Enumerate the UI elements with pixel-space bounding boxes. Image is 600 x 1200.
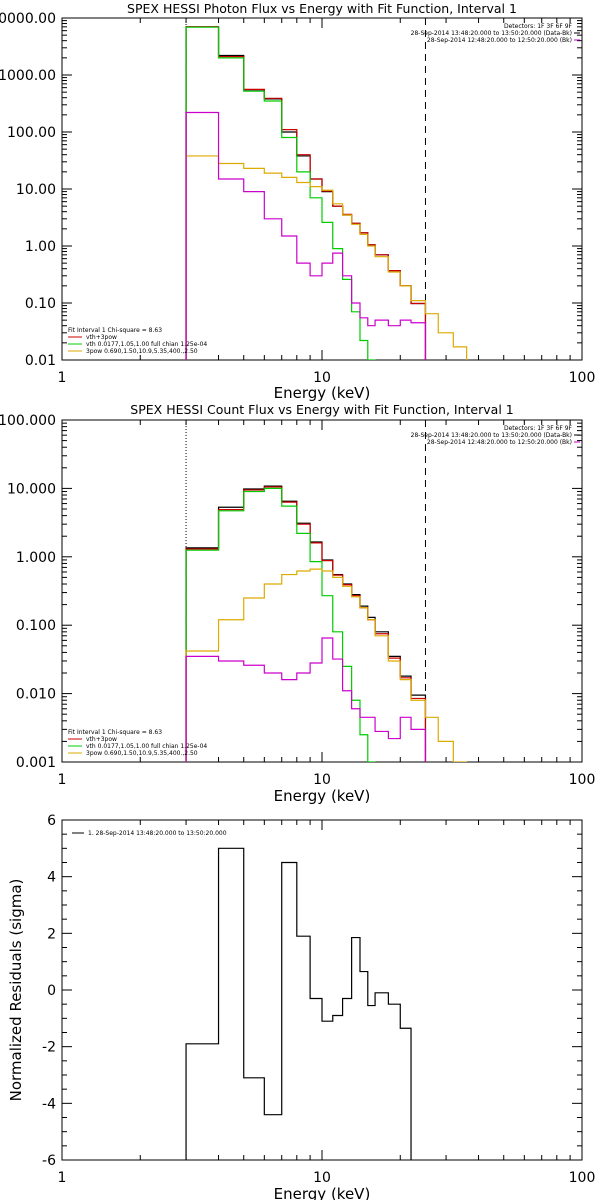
x-axis-label: Energy (keV) bbox=[274, 1185, 371, 1200]
series-line-1 bbox=[185, 26, 427, 360]
y-tick-label: 10.00 bbox=[16, 182, 56, 198]
y-axis-label: Normalized Residuals (sigma) bbox=[7, 879, 25, 1102]
chart-title: SPEX HESSI Count Flux vs Energy with Fit… bbox=[130, 402, 513, 417]
series-line-2 bbox=[185, 26, 427, 360]
plot-frame bbox=[61, 819, 583, 1161]
series-line-5 bbox=[185, 637, 427, 762]
info-line: Detectors: 1F 3F 6F 9F bbox=[504, 425, 573, 432]
series-group bbox=[185, 847, 412, 1160]
y-tick-label: 0.010 bbox=[16, 687, 56, 703]
y-tick-label: 0000.00 bbox=[0, 11, 56, 27]
legend-entry: vth+3pow bbox=[86, 736, 117, 743]
y-tick-label: 0.01 bbox=[25, 353, 56, 369]
legend-entry: vth 0.0177,1.05,1.00 full chian 1.25e-04 bbox=[86, 743, 207, 750]
legend-entry: vth+3pow bbox=[86, 334, 117, 341]
y-tick-label: 100.00 bbox=[7, 125, 56, 141]
y-tick-label: -6 bbox=[42, 1153, 56, 1169]
x-axis-label: Energy (keV) bbox=[274, 384, 371, 402]
x-axis-label: Energy (keV) bbox=[274, 787, 371, 805]
series-line-1 bbox=[185, 847, 412, 1160]
info-line: 28-Sep-2014 13:48:20.000 to 13:50:20.000… bbox=[411, 432, 572, 439]
y-tick-label: -2 bbox=[42, 1040, 56, 1056]
y-tick-label: 4 bbox=[47, 870, 56, 886]
legend-entry: 1. 28-Sep-2014 13:48:20.000 to 13:50:20.… bbox=[88, 830, 227, 837]
chart-panel-1: SPEX HESSI Photon Flux vs Energy with Fi… bbox=[0, 1, 595, 402]
legend-entry: vth 0.0177,1.05,1.00 full chian 1.25e-04 bbox=[86, 341, 207, 348]
info-line: 28-Sep-2014 12:48:20.000 to 12:50:20.000… bbox=[427, 439, 572, 446]
chart-panel-2: SPEX HESSI Count Flux vs Energy with Fit… bbox=[0, 402, 595, 805]
chart-title: SPEX HESSI Photon Flux vs Energy with Fi… bbox=[127, 1, 517, 16]
legend-entry: 3pow 0.690,1.50,10.9,5.35,400.,2.50 bbox=[86, 348, 198, 355]
x-tick-label: 100 bbox=[569, 370, 596, 386]
y-tick-label: 0.100 bbox=[16, 618, 56, 634]
x-tick-label: 100 bbox=[569, 772, 596, 788]
info-line: 28-Sep-2014 12:48:20.000 to 12:50:20.000… bbox=[427, 37, 572, 44]
legend-header: Fit Interval 1 Chi-square = 8.63 bbox=[68, 729, 162, 736]
series-line-4 bbox=[185, 568, 468, 762]
series-group bbox=[185, 485, 468, 762]
x-tick-label: 1 bbox=[58, 370, 67, 386]
y-tick-label: 1000.00 bbox=[0, 68, 56, 84]
x-tick-label: 10 bbox=[313, 370, 331, 386]
series-group bbox=[185, 26, 468, 360]
y-tick-label: 0 bbox=[47, 983, 56, 999]
x-tick-label: 10 bbox=[313, 772, 331, 788]
x-tick-label: 1 bbox=[58, 1170, 67, 1186]
legend-entry: 3pow 0.690,1.50,10.9,5.35,400.,2.50 bbox=[86, 750, 198, 757]
y-tick-label: 1.000 bbox=[16, 550, 56, 566]
y-tick-label: 1.00 bbox=[25, 239, 56, 255]
legend-header: Fit Interval 1 Chi-square = 8.63 bbox=[68, 327, 162, 334]
series-line-3 bbox=[185, 487, 376, 762]
y-tick-label: -4 bbox=[42, 1096, 56, 1112]
series-line-2 bbox=[185, 486, 427, 762]
series-line-4 bbox=[185, 155, 468, 360]
info-line: Detectors: 1F 3F 6F 9F bbox=[504, 23, 573, 30]
x-tick-label: 1 bbox=[58, 772, 67, 788]
y-tick-label: 10.000 bbox=[7, 481, 56, 497]
info-line: 28-Sep-2014 13:48:20.000 to 13:50:20.000… bbox=[411, 30, 572, 37]
y-tick-label: 6 bbox=[47, 813, 56, 829]
y-tick-label: 2 bbox=[47, 926, 56, 942]
series-line-1 bbox=[185, 485, 427, 762]
series-line-5 bbox=[185, 111, 427, 360]
chart-panel-3: 1 10 100 -6 -4 -2 0 2 4 6 Energy (keV) Normalized R… bbox=[7, 813, 595, 1200]
x-tick-label: 10 bbox=[313, 1170, 331, 1186]
y-tick-label: 0.001 bbox=[16, 755, 56, 771]
y-tick-label: 100.000 bbox=[0, 413, 56, 429]
series-line-3 bbox=[185, 26, 376, 360]
y-tick-label: 0.10 bbox=[25, 296, 56, 312]
x-tick-label: 100 bbox=[569, 1170, 596, 1186]
